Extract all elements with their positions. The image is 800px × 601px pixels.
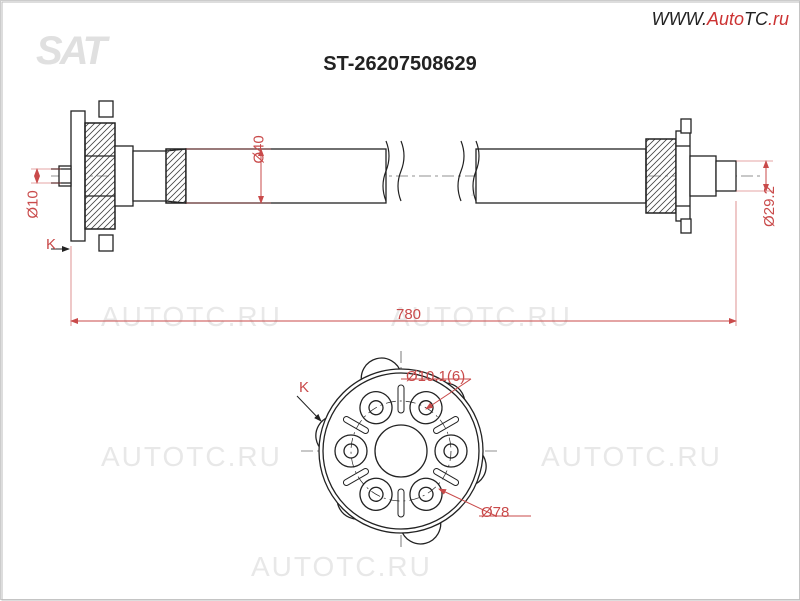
dim-d10-1-6: Ø10.1(6) — [406, 368, 465, 385]
dim-d29-2: Ø29.2 — [761, 186, 778, 227]
dim-d40: Ø40 — [251, 135, 268, 163]
part-number: ST-26207508629 — [323, 53, 476, 76]
dim-d78: Ø78 — [481, 504, 509, 521]
technical-drawing — [1, 1, 800, 601]
site-url: WWW.AutoTC.ru — [652, 9, 789, 30]
dim-k-bottom: K — [299, 379, 309, 396]
dim-k-left: K — [46, 236, 56, 253]
dim-780: 780 — [396, 306, 421, 323]
dim-d10: Ø10 — [25, 190, 42, 218]
